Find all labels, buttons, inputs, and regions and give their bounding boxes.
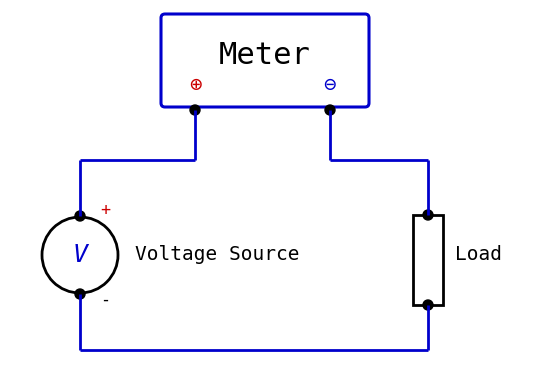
Text: -: - [100, 291, 110, 309]
Text: Meter: Meter [219, 40, 311, 70]
Circle shape [75, 211, 85, 221]
Text: ⊖: ⊖ [324, 75, 336, 95]
Bar [413, 215, 443, 305]
Text: +: + [100, 201, 110, 219]
Circle shape [190, 105, 200, 115]
Text: Voltage Source: Voltage Source [135, 245, 300, 265]
Circle shape [423, 210, 433, 220]
Circle shape [423, 300, 433, 310]
Circle shape [75, 289, 85, 299]
Text: V: V [72, 243, 88, 267]
FancyBboxPatch shape [161, 14, 369, 107]
Text: Load: Load [455, 245, 502, 265]
Circle shape [325, 105, 335, 115]
Text: ⊕: ⊕ [189, 75, 201, 95]
